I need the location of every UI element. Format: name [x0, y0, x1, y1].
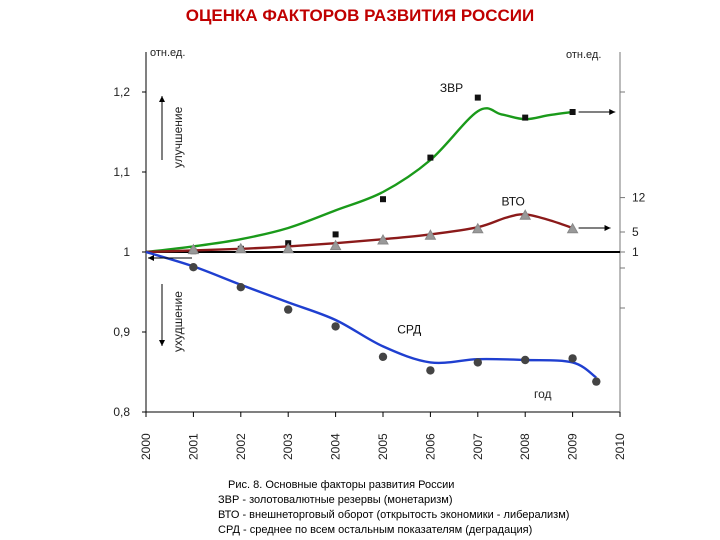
series-label: ЗВР — [440, 81, 463, 95]
right-tick-label: 5 — [632, 225, 639, 239]
x-tick-label: 2001 — [186, 433, 200, 460]
data-point-triangle — [471, 222, 484, 234]
data-point-circle — [236, 283, 245, 292]
series-layer — [145, 94, 601, 386]
data-point-circle — [426, 366, 435, 375]
improvement-label: улучшение — [171, 106, 185, 168]
chart-labels: отн.ед. отн.ед. год улучшение ухудшение ЗВР ВТ… — [148, 47, 616, 401]
data-point-triangle — [566, 222, 579, 234]
data-point-triangle — [329, 239, 342, 251]
y-tick-label: 1,1 — [113, 165, 130, 179]
left-unit-label: отн.ед. — [150, 47, 185, 59]
data-point-square — [474, 94, 481, 101]
data-point-circle — [284, 305, 293, 314]
right-tick-label: 12 — [632, 191, 646, 205]
figure-caption: Рис. 8. Основные факторы развития России… — [218, 478, 708, 538]
series-ВТО — [145, 209, 579, 255]
origin-arrow — [148, 255, 192, 261]
data-point-triangle — [282, 242, 295, 254]
deterioration-arrow — [159, 284, 165, 346]
right-arrow-head — [609, 109, 616, 115]
right-arrow — [578, 109, 616, 115]
data-point-square — [522, 114, 529, 121]
series-СРД — [145, 250, 601, 386]
chart-title: ОЦЕНКА ФАКТОРОВ РАЗВИТИЯ РОССИИ — [185, 6, 535, 25]
x-tick-label: 2002 — [234, 433, 248, 460]
data-point-triangle — [424, 229, 437, 240]
data-point-circle — [568, 354, 577, 363]
tick-labels: 0,8 0,9 1 1,1 1,2 1 5 12 2000 2001 2002 2003 2004 200… — [113, 85, 645, 460]
data-point-square — [380, 196, 386, 203]
x-tick-label: 2000 — [139, 433, 153, 460]
data-point-circle — [473, 358, 482, 367]
x-tick-label: 2003 — [281, 433, 295, 460]
improvement-arrow-head — [159, 96, 165, 102]
data-point-circle — [189, 263, 198, 272]
data-point-triangle — [187, 243, 200, 255]
deterioration-arrow-head — [159, 340, 165, 346]
data-point-circle — [331, 322, 340, 331]
data-point-triangle — [234, 242, 247, 254]
x-tick-label: 2008 — [518, 433, 532, 460]
series-label: СРД — [397, 323, 421, 337]
x-tick-label: 2009 — [566, 433, 580, 460]
right-arrow — [578, 225, 611, 231]
improvement-arrow — [159, 96, 165, 160]
origin-arrow-head — [148, 255, 154, 261]
deterioration-label: ухудшение — [171, 291, 185, 352]
series-line — [145, 250, 598, 379]
series-line — [145, 107, 573, 254]
caption-line-srd: СРД - среднее по всем остальным показате… — [218, 524, 533, 536]
x-axis-title: год — [534, 387, 552, 401]
data-point-square — [569, 109, 576, 115]
y-tick-label: 0,8 — [113, 405, 130, 419]
data-point-circle — [378, 352, 388, 361]
right-unit-label: отн.ед. — [566, 49, 601, 61]
right-arrow-head — [604, 225, 611, 231]
series-label: ВТО — [502, 195, 525, 209]
series-line — [145, 213, 573, 254]
data-point-square — [427, 154, 434, 161]
y-tick-label: 1 — [123, 245, 130, 259]
y-tick-label: 0,9 — [113, 325, 130, 339]
series-ЗВР — [145, 94, 576, 255]
caption-line-zvr: ЗВР - золотовалютные резервы (монетаризм… — [218, 494, 453, 506]
data-point-circle — [592, 377, 601, 386]
data-point-square — [332, 231, 339, 238]
x-tick-label: 2004 — [329, 433, 343, 460]
x-tick-label: 2006 — [423, 433, 437, 460]
x-tick-label: 2010 — [613, 433, 627, 460]
chart-frame — [142, 52, 625, 417]
caption-line-vto: ВТО - внешнеторговый оборот (открытость … — [218, 509, 570, 521]
right-tick-label: 1 — [632, 245, 639, 259]
data-point-triangle — [519, 209, 532, 220]
data-point-triangle — [377, 233, 389, 245]
data-point-circle — [521, 355, 530, 365]
x-tick-label: 2007 — [471, 433, 485, 460]
x-tick-label: 2005 — [376, 433, 390, 460]
caption-line-figure: Рис. 8. Основные факторы развития России — [228, 479, 455, 491]
y-tick-label: 1,2 — [113, 85, 130, 99]
